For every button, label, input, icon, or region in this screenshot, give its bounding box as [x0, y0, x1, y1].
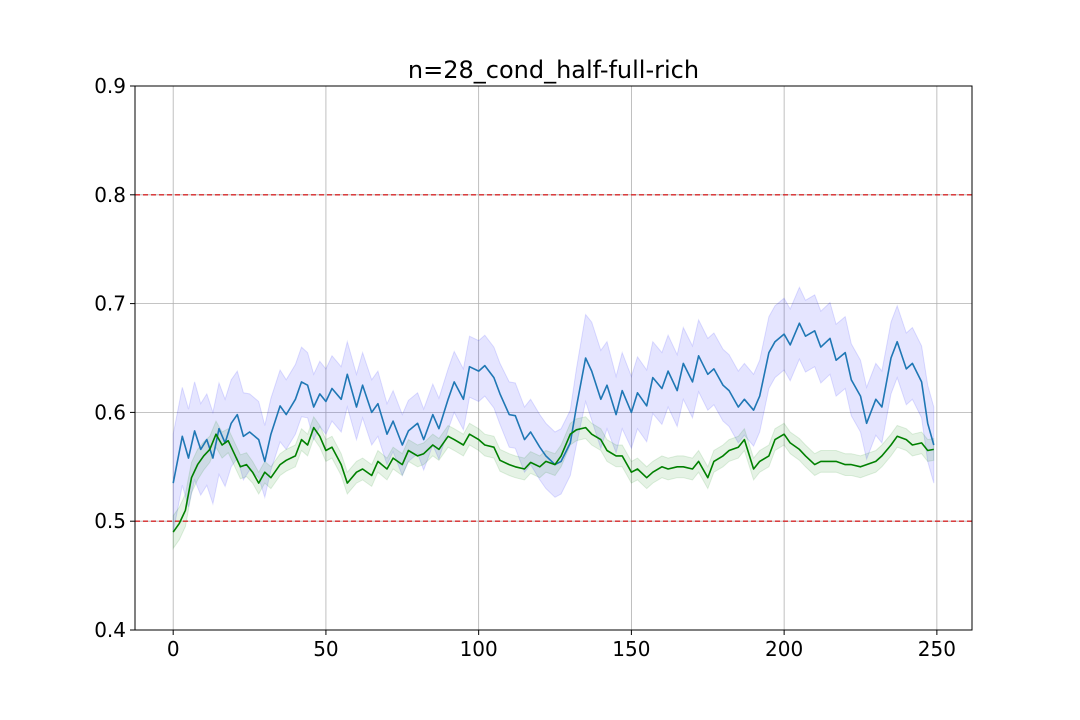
axis-ticks: 0 50 100 150 200 250 0.4 0.5 0.6 0.7 0.8 0.9 — [94, 74, 956, 661]
y-tick-label: 0.5 — [94, 509, 126, 533]
y-tick-label: 0.9 — [94, 74, 126, 98]
x-tick-label: 50 — [313, 637, 338, 661]
y-tick-label: 0.4 — [94, 618, 126, 642]
plot-area-frame — [134, 85, 973, 631]
y-tick-label: 0.8 — [94, 183, 126, 207]
x-tick-label: 0 — [167, 637, 180, 661]
x-tick-label: 200 — [765, 637, 803, 661]
series-line-2 — [172, 426, 934, 533]
y-tick-label: 0.6 — [94, 400, 126, 424]
series-line-1 — [172, 322, 935, 484]
x-tick-label: 150 — [612, 637, 650, 661]
chart-title: n=28_cond_half-full-rich — [408, 56, 699, 84]
confidence-band-2 — [172, 415, 935, 550]
x-tick-label: 100 — [460, 637, 498, 661]
reference-lines — [135, 194, 972, 522]
confidence-band-1 — [172, 286, 935, 533]
x-tick-label: 250 — [918, 637, 956, 661]
y-tick-label: 0.7 — [94, 292, 126, 316]
confidence-bands — [172, 286, 935, 550]
series-lines — [172, 322, 935, 533]
